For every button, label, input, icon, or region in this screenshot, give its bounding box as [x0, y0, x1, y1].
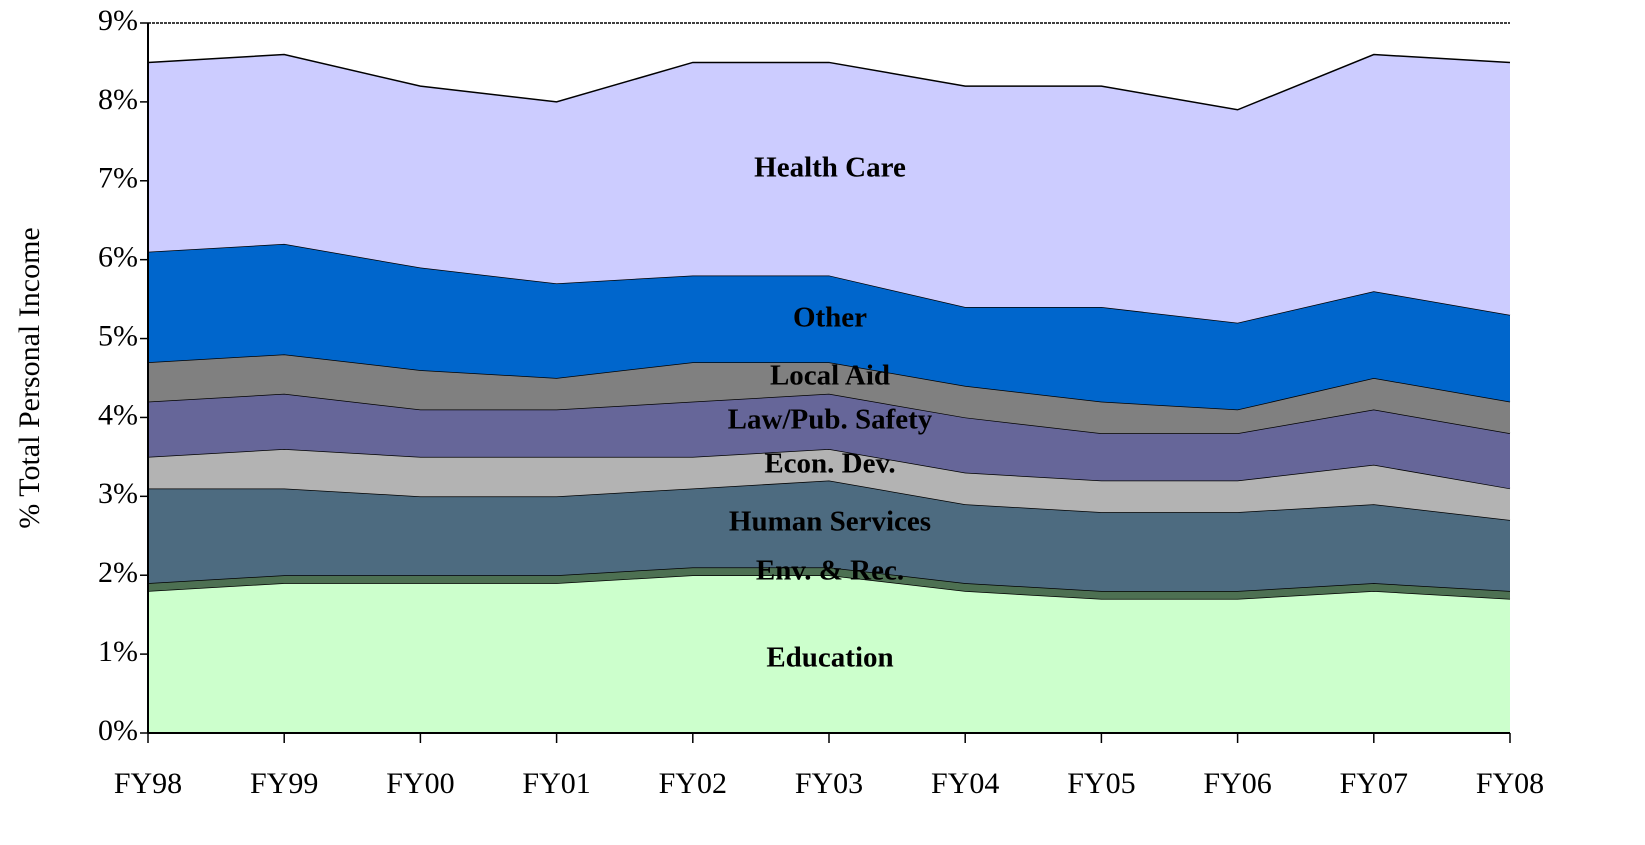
area-label: Econ. Dev.	[764, 448, 895, 480]
x-tick-label: FY04	[931, 767, 999, 800]
area-label: Local Aid	[770, 360, 890, 392]
y-tick-label: 3%	[98, 477, 138, 510]
x-tick-label: FY02	[659, 767, 727, 800]
x-tick-label: FY98	[114, 767, 182, 800]
area-label: Human Services	[729, 506, 931, 538]
y-tick-label: 8%	[98, 83, 138, 116]
area	[148, 243, 1510, 410]
y-tick-label: 4%	[98, 398, 138, 431]
area-label: Other	[793, 302, 867, 334]
y-tick-label: 0%	[98, 714, 138, 747]
y-tick-label: 6%	[98, 241, 138, 274]
y-tick-label: 9%	[98, 4, 138, 37]
area-label: Health Care	[754, 152, 906, 184]
x-tick-label: FY99	[250, 767, 318, 800]
area	[148, 575, 1510, 733]
y-tick-label: 2%	[98, 556, 138, 589]
y-tick-label: 1%	[98, 635, 138, 668]
y-tick-label: 5%	[98, 319, 138, 352]
x-tick-label: FY01	[522, 767, 590, 800]
x-tick-label: FY07	[1340, 767, 1408, 800]
x-tick-label: FY08	[1476, 767, 1544, 800]
area	[148, 480, 1510, 591]
x-tick-label: FY05	[1067, 767, 1135, 800]
area-label: Env. & Rec.	[756, 555, 904, 587]
x-tick-label: FY00	[386, 767, 454, 800]
y-axis-title: % Total Personal Income	[13, 227, 46, 528]
area	[148, 449, 1510, 520]
area-edge	[147, 53, 1511, 111]
y-tick-label: 7%	[98, 162, 138, 195]
area-label: Law/Pub. Safety	[728, 404, 933, 436]
area	[148, 393, 1510, 489]
area	[148, 54, 1510, 323]
x-tick-label: FY06	[1203, 767, 1271, 800]
area-label: Education	[766, 642, 893, 674]
x-tick-label: FY03	[795, 767, 863, 800]
